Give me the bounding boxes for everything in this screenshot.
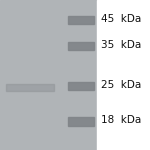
Text: 35  kDa: 35 kDa [101, 40, 141, 50]
Bar [6, 84, 54, 91]
Text: 45  kDa: 45 kDa [101, 15, 141, 24]
Bar [68, 117, 94, 126]
Bar [68, 82, 94, 90]
Bar [68, 42, 94, 50]
Bar [68, 16, 94, 24]
Bar [0, 0, 97, 150]
Text: 25  kDa: 25 kDa [101, 81, 141, 90]
Bar [97, 0, 145, 150]
Text: 18  kDa: 18 kDa [101, 115, 141, 125]
